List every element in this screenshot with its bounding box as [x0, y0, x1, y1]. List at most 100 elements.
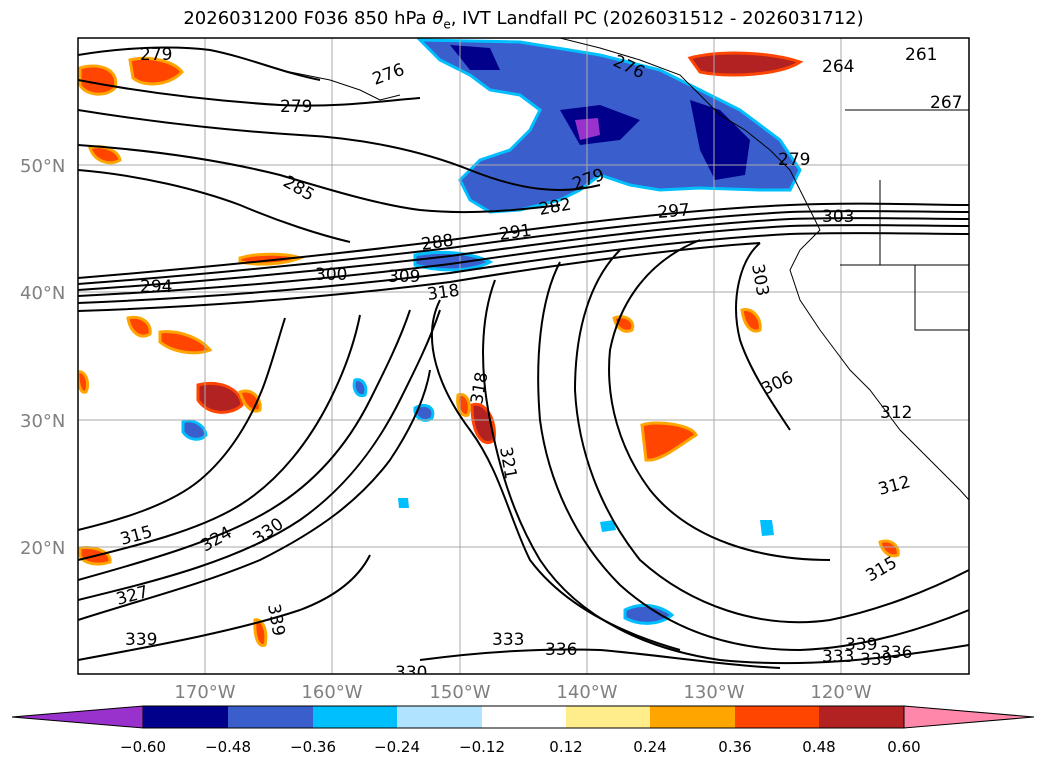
lon-label: 170°W	[174, 682, 235, 703]
contour-label: 291	[498, 221, 533, 245]
map-title: 2026031200 F036 850 hPa θe, IVT Landfall…	[0, 8, 1047, 32]
colorbar-extend-high	[903, 705, 1035, 729]
colorbar-tick-label: −0.36	[290, 738, 336, 756]
contour-279-nw	[78, 46, 321, 81]
contour-318	[482, 279, 969, 665]
contour-339	[78, 554, 371, 661]
contour-288-upper	[78, 169, 351, 243]
shading-red-alaska	[687, 51, 804, 77]
contour-312	[573, 249, 969, 624]
shading-red-west-1	[126, 315, 152, 338]
title-suffix: , IVT Landfall PC (2026031512 - 20260317…	[450, 8, 864, 29]
colorbar-tick-label: 0.48	[802, 738, 835, 756]
contour-315	[537, 261, 969, 652]
shading-red-east-1	[640, 421, 698, 462]
graticule	[78, 38, 969, 674]
shading-red-nw-1	[78, 64, 118, 96]
lon-label: 160°W	[301, 682, 362, 703]
contour-315-west	[78, 317, 286, 531]
contour-label: 279	[778, 150, 810, 170]
contour-label: 300	[315, 265, 347, 285]
colorbar: −0.60 −0.48 −0.36 −0.24 −0.12 0.12 0.24 …	[11, 705, 1035, 756]
shading-red-nw-2	[128, 56, 184, 86]
contour-band-4	[78, 224, 969, 297]
colorbar-bin	[735, 706, 819, 728]
colorbar-bin	[482, 706, 566, 728]
title-prefix: 2026031200 F036 850 hPa	[183, 8, 433, 29]
contour-band-5	[78, 232, 969, 304]
lat-label: 30°N	[20, 411, 65, 432]
map-frame	[77, 37, 970, 675]
shading-blue-west-1	[181, 419, 208, 441]
contour-label: 312	[880, 403, 912, 423]
colorbar-tick-label: 0.60	[887, 738, 920, 756]
contour-333	[78, 309, 441, 601]
colorbar-bin	[650, 706, 735, 728]
contour-band-2	[78, 210, 969, 285]
contour-label: 288	[420, 231, 455, 255]
lat-label: 20°N	[20, 538, 65, 559]
shading-red-sw-2	[78, 370, 90, 394]
lon-tick-labels: 170°W 160°W 150°W 140°W 130°W 120°W	[174, 682, 871, 703]
contour-label: 333	[492, 630, 524, 650]
coastlines	[279, 38, 969, 501]
contour-label: 279	[280, 97, 312, 117]
colorbar-tick-label: 0.36	[718, 738, 751, 756]
contour-band-1	[78, 202, 969, 279]
contour-306	[608, 239, 831, 561]
contour-276	[78, 109, 601, 191]
shading-blue-south	[623, 603, 675, 625]
title-theta-subscript: e	[443, 17, 451, 32]
shading-red-west-2	[158, 330, 213, 355]
contour-336	[419, 648, 781, 669]
shading-blue-small-3	[398, 498, 409, 508]
lon-label: 150°W	[429, 682, 490, 703]
lat-label: 40°N	[20, 283, 65, 304]
contour-label: 279	[140, 45, 172, 65]
contour-band-6	[78, 242, 761, 312]
contour-label: 339	[125, 630, 157, 650]
colorbar-tick-label: −0.24	[374, 738, 420, 756]
colorbar-tick-label: −0.48	[205, 738, 251, 756]
contour-324	[78, 314, 361, 561]
colorbar-tick-label: 0.12	[549, 738, 582, 756]
lon-label: 120°W	[810, 682, 871, 703]
contour-label: 318	[426, 281, 461, 305]
colorbar-extend-low	[11, 705, 144, 729]
colorbar-bin	[566, 706, 650, 728]
colorbar-tick-label: −0.60	[120, 738, 166, 756]
contour-279-w	[78, 79, 421, 107]
contour-label: 339	[860, 650, 892, 670]
shading-red-mid-2	[456, 392, 471, 417]
colorbar-bin	[397, 706, 482, 728]
contour-303	[735, 242, 791, 431]
contour-label: 339	[845, 635, 877, 655]
contour-label: 309	[388, 267, 420, 287]
contour-label: 297	[657, 200, 691, 223]
shading-red-se-1	[878, 539, 900, 558]
colorbar-bin	[313, 706, 397, 728]
contour-label: 261	[905, 45, 937, 65]
colorbar-outline	[142, 705, 905, 729]
shading-blue-small-2	[760, 520, 774, 536]
negative-anomaly-shading	[181, 38, 802, 625]
state-border-2	[840, 264, 969, 331]
colorbar-bin	[819, 706, 904, 728]
coastline-north-america	[559, 38, 969, 501]
shading-red-east-2	[740, 308, 762, 333]
contour-327	[78, 369, 431, 621]
contour-330	[78, 309, 411, 581]
colorbar-tick-label: −0.12	[459, 738, 505, 756]
title-theta-symbol: θ	[432, 8, 444, 29]
lon-label: 130°W	[683, 682, 744, 703]
shading-darkblue-alaska	[450, 45, 750, 180]
colorbar-bin	[143, 706, 228, 728]
shading-blue-small-1	[600, 520, 616, 532]
contour-285	[78, 144, 561, 214]
lat-label: 50°N	[20, 156, 65, 177]
contour-label: 264	[822, 57, 854, 77]
contour-label: 330	[395, 663, 427, 683]
aleutian-islands	[279, 69, 401, 101]
contour-label: 336	[545, 640, 577, 660]
